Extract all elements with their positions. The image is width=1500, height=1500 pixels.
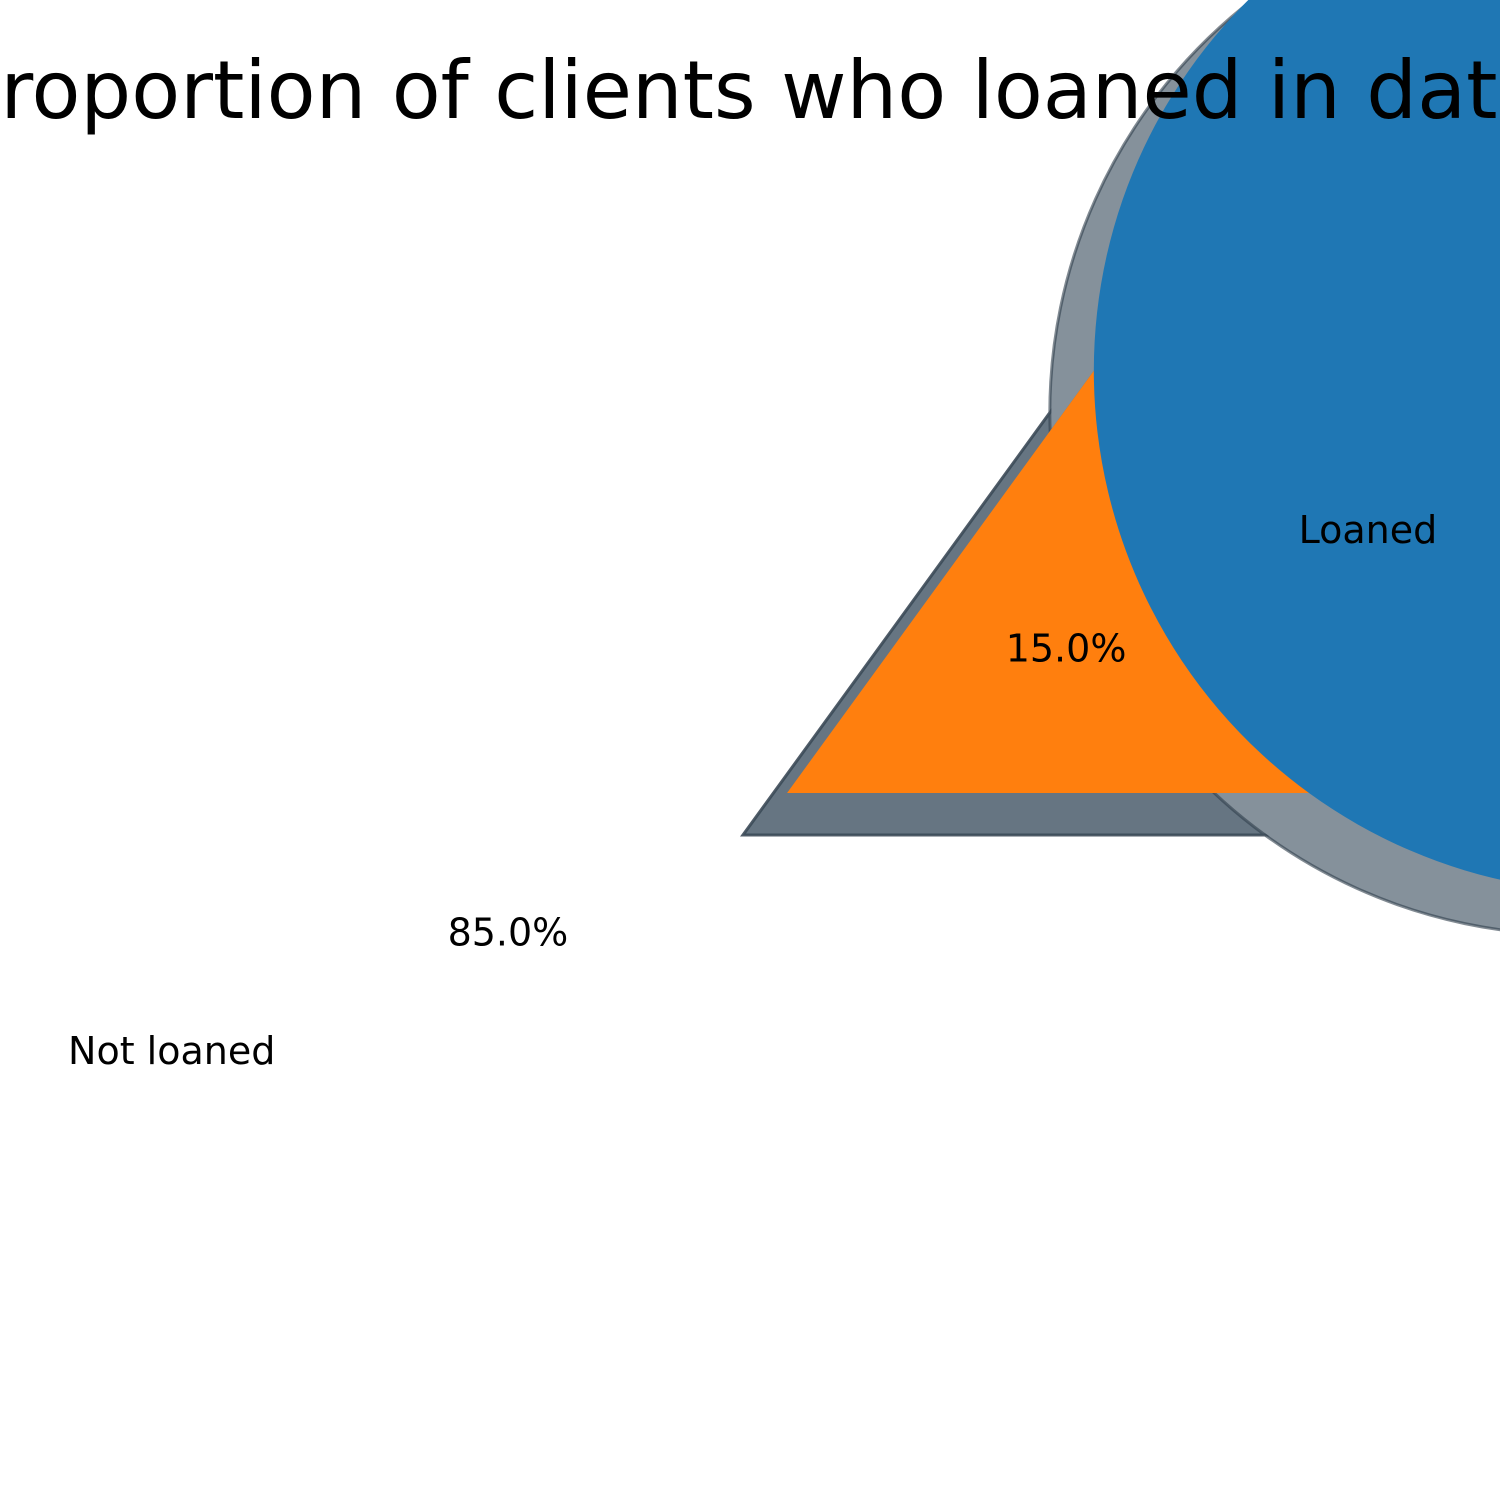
chart-title: Proportion of clients who loaned in data (0, 44, 1500, 137)
pie-slices-layer (787, 0, 1500, 880)
pie-labels-layer: Not loaned 85.0% Loaned 15.0% (68, 508, 1437, 1073)
slice-percent-label: 15.0% (1006, 626, 1127, 670)
pie-slice-loaned (787, 370, 1309, 793)
slice-percent-label: 85.0% (448, 911, 569, 955)
slice-label: Not loaned (68, 1029, 275, 1073)
slice-label: Loaned (1299, 508, 1438, 552)
